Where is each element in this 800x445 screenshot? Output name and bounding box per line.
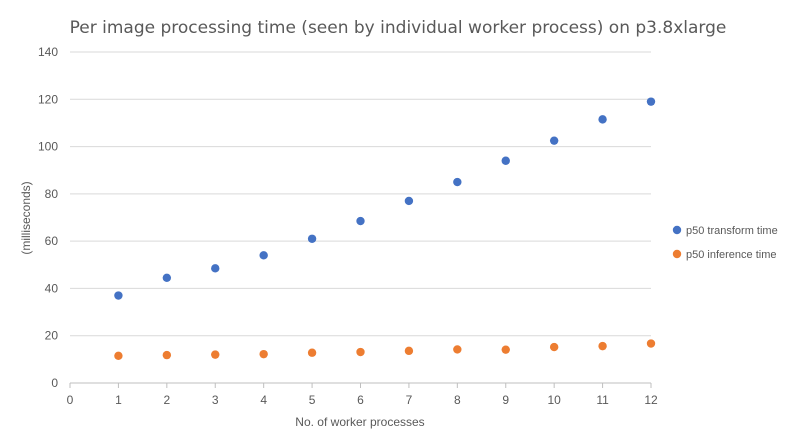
data-point [356,216,365,226]
chart-title: Per image processing time (seen by indiv… [70,18,727,38]
gridlines [70,51,651,337]
data-point [114,291,123,300]
data-point [404,346,414,356]
data-point [259,349,268,359]
x-tick-label: 10 [547,393,561,407]
y-tick-label: 40 [45,281,59,295]
legend-marker [672,249,682,259]
x-tick-label: 6 [357,393,364,407]
data-point [211,350,220,359]
data-point [549,342,559,352]
data-point [453,345,462,354]
legend-label: p50 transform time [686,225,778,237]
y-tick-label: 80 [45,187,59,201]
y-tick-label: 140 [38,45,58,59]
data-point [598,341,607,351]
data-point [646,97,656,106]
legend-marker [672,225,682,235]
data-point [549,136,559,145]
x-tick-label: 12 [644,393,658,407]
x-tick-label: 0 [67,393,74,407]
data-point [307,348,317,357]
y-tick-label: 0 [51,376,58,390]
x-tick-label: 11 [596,393,609,407]
y-tick-label: 120 [38,92,58,106]
data-point [598,115,607,124]
data-point [162,350,172,360]
data-point [307,234,317,243]
y-tick-label: 60 [45,234,59,248]
data-point [501,345,510,354]
data-point [404,196,414,206]
x-tick-label: 4 [260,393,267,407]
x-tick-label: 1 [115,393,122,407]
x-tick-label: 8 [454,393,461,407]
data-point [501,156,510,165]
x-axis-label: No. of worker processes [295,415,424,429]
y-axis-label: (milliseconds) [19,181,33,254]
data-point [114,351,123,361]
x-tick-label: 2 [163,393,170,407]
x-tick-label: 3 [212,393,219,407]
data-point [211,264,220,273]
x-tick-label: 5 [309,393,316,407]
data-point [259,251,268,260]
data-point [646,339,656,348]
data-point [453,177,462,187]
y-tick-label: 20 [45,329,59,343]
legend-label: p50 inference time [686,249,777,261]
x-tick-label: 7 [406,393,413,407]
data-point [162,273,172,282]
x-tick-label: 9 [502,393,509,407]
data-point [356,347,365,357]
y-tick-label: 100 [38,140,58,154]
data-points [114,97,656,361]
legend: p50 transform time p50 inference time [672,225,778,261]
